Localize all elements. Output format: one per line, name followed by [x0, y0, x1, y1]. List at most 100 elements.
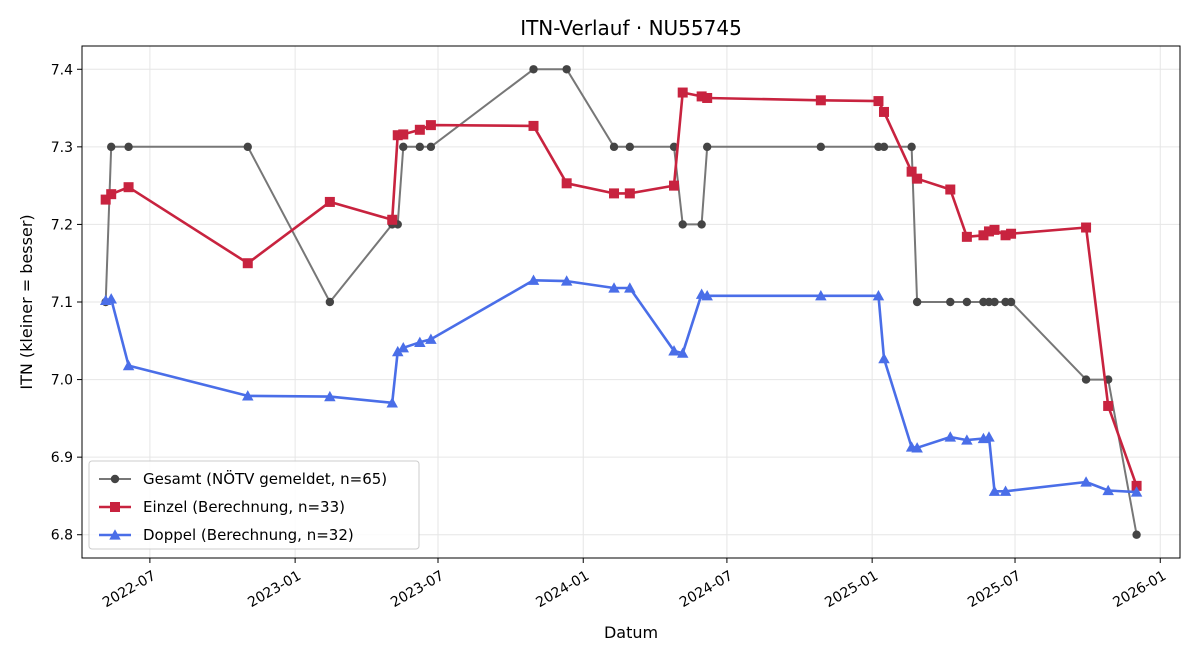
- data-point: [397, 342, 410, 353]
- data-point: [392, 130, 403, 141]
- data-point: [1000, 230, 1011, 241]
- data-point: [123, 182, 134, 193]
- data-point: [624, 282, 636, 293]
- data-point: [961, 434, 973, 445]
- data-point: [625, 142, 635, 152]
- data-point: [907, 142, 916, 152]
- data-point: [999, 485, 1012, 496]
- data-point: [873, 96, 884, 107]
- legend: Gesamt (NÖTV gemeldet, n=65) Einzel (Bere…: [88, 460, 420, 550]
- y-axis-label: ITN (kleiner = besser): [17, 214, 36, 389]
- x-tick-label: 2023-07: [388, 568, 447, 611]
- data-point: [961, 231, 972, 242]
- data-point: [879, 142, 889, 152]
- series-layer: [99, 65, 1143, 539]
- data-point: [906, 166, 917, 177]
- data-point: [324, 390, 336, 402]
- data-point: [815, 95, 826, 106]
- data-point: [426, 142, 436, 152]
- data-point: [387, 214, 398, 225]
- data-point: [911, 442, 923, 453]
- data-point: [912, 173, 923, 184]
- data-point: [702, 92, 713, 103]
- data-point: [325, 297, 335, 307]
- data-point: [678, 220, 687, 229]
- chart-title: ITN-Verlauf · NU55745: [520, 16, 742, 40]
- data-point: [677, 87, 688, 98]
- data-point: [562, 65, 571, 74]
- data-point: [100, 194, 111, 205]
- data-point: [988, 485, 1001, 496]
- data-point: [878, 352, 890, 364]
- data-point: [425, 120, 436, 131]
- data-point: [527, 274, 540, 285]
- y-tick-label: 6.9: [51, 450, 73, 466]
- data-point: [1102, 484, 1114, 496]
- data-point: [386, 397, 398, 408]
- data-point: [624, 188, 635, 199]
- x-tick-label: 2025-01: [822, 568, 881, 611]
- legend-item: Gesamt (NÖTV gemeldet, n=65): [99, 469, 387, 488]
- data-point: [1130, 486, 1143, 497]
- data-point: [415, 142, 425, 152]
- data-point: [560, 275, 573, 286]
- data-point: [122, 359, 135, 371]
- x-tick-label: 2026-01: [1110, 568, 1169, 611]
- data-point: [110, 502, 120, 512]
- data-point: [242, 258, 253, 269]
- y-tick-label: 7.4: [51, 62, 73, 78]
- data-point: [399, 142, 408, 152]
- y-tick-label: 7.3: [51, 140, 73, 156]
- data-point: [872, 290, 885, 301]
- data-point: [983, 431, 995, 442]
- y-tick-label: 6.8: [51, 528, 73, 544]
- data-point: [962, 297, 972, 307]
- x-tick-label: 2023-01: [245, 568, 304, 611]
- y-tick-label: 7.1: [51, 295, 73, 311]
- data-point: [124, 142, 133, 152]
- data-point: [1006, 228, 1017, 239]
- data-point: [1081, 222, 1092, 233]
- data-point: [529, 65, 538, 74]
- data-point: [414, 336, 426, 347]
- data-point: [243, 142, 252, 152]
- data-point: [1081, 375, 1091, 384]
- data-point: [609, 188, 620, 199]
- data-point: [105, 293, 117, 304]
- data-point: [1131, 480, 1142, 491]
- data-point: [609, 142, 619, 152]
- x-axis-label: Datum: [604, 623, 658, 642]
- legend-box: [88, 460, 420, 550]
- data-point: [816, 142, 826, 152]
- data-point: [391, 345, 404, 357]
- x-tick-label: 2025-07: [965, 568, 1024, 611]
- data-point: [912, 297, 922, 307]
- data-point: [701, 290, 713, 301]
- legend-label: Gesamt (NÖTV gemeldet, n=65): [143, 469, 387, 488]
- data-point: [669, 180, 680, 191]
- data-point: [608, 282, 620, 293]
- data-point: [946, 297, 955, 307]
- data-point: [107, 142, 116, 152]
- data-point: [425, 333, 437, 344]
- data-point: [990, 297, 999, 307]
- data-point: [110, 474, 120, 484]
- x-tick-label: 2022-07: [100, 568, 159, 611]
- legend-item: Doppel (Berechnung, n=32): [99, 526, 354, 544]
- legend-label: Doppel (Berechnung, n=32): [143, 526, 354, 544]
- legend-item: Einzel (Berechnung, n=33): [99, 498, 345, 516]
- data-point: [324, 196, 335, 207]
- series-line: [105, 278, 1137, 494]
- data-point: [878, 106, 889, 117]
- data-point: [1006, 297, 1016, 307]
- data-point: [945, 184, 956, 195]
- series-3: [99, 274, 1143, 497]
- data-point: [676, 347, 689, 358]
- data-point: [697, 220, 706, 229]
- legend-label: Einzel (Berechnung, n=33): [143, 498, 345, 516]
- data-point: [815, 290, 827, 301]
- data-point: [989, 224, 1000, 235]
- data-point: [668, 345, 680, 356]
- data-point: [242, 390, 254, 401]
